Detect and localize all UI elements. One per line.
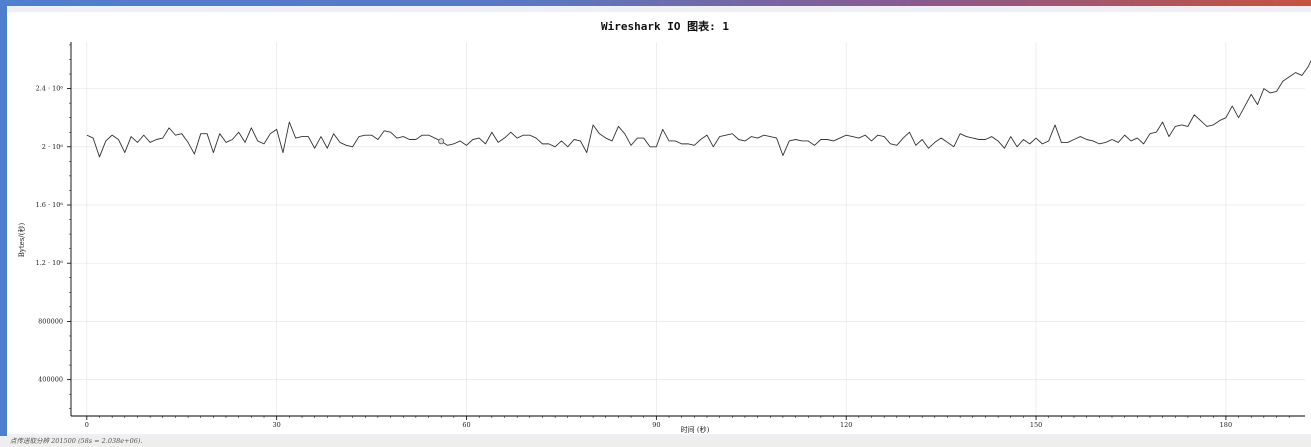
x-tick-label: 120: [840, 421, 852, 429]
x-tick-label: 150: [1030, 421, 1042, 429]
x-tick-label: 0: [85, 421, 89, 429]
plot-panel[interactable]: Wireshark IO 图表: 1 0 30 60 90 120 150 180 40000…: [7, 12, 1311, 434]
x-tick-label: 90: [652, 421, 660, 429]
x-axis-title: 时间 (秒): [681, 425, 710, 434]
y-tick-label: 2 · 10⁶: [42, 143, 64, 151]
window-top-border: [0, 0, 1311, 6]
y-tick-label: 1.6 · 10⁶: [36, 201, 64, 209]
chart-title: Wireshark IO 图表: 1: [601, 19, 729, 33]
x-tick-label: 30: [273, 421, 281, 429]
io-graph-chart[interactable]: Wireshark IO 图表: 1 0 30 60 90 120 150 180 40000…: [7, 12, 1311, 434]
y-axis-title: Bytes/(秒): [17, 222, 26, 257]
y-tick-label: 800000: [38, 317, 63, 325]
selected-point-marker[interactable]: [439, 139, 444, 144]
y-tick-label: 400000: [38, 376, 63, 384]
status-text: 点传送取分辨 201500 (58s = 2.038e+06).: [10, 436, 142, 447]
x-tick-label: 60: [462, 421, 470, 429]
axes: 0 30 60 90 120 150 180 400000 800000 1.2 · 10⁶ 1.6…: [36, 42, 1305, 429]
y-tick-label: 1.2 · 10⁶: [36, 259, 64, 267]
series-layer: [87, 54, 1311, 409]
y-tick-label: 2.4 · 10⁶: [36, 85, 64, 93]
window-left-border: [0, 6, 7, 447]
status-bar: 点传送取分辨 201500 (58s = 2.038e+06).: [0, 436, 1311, 447]
grid-lines: [71, 42, 1305, 416]
series-line[interactable]: [87, 54, 1311, 409]
x-tick-label: 180: [1220, 421, 1232, 429]
